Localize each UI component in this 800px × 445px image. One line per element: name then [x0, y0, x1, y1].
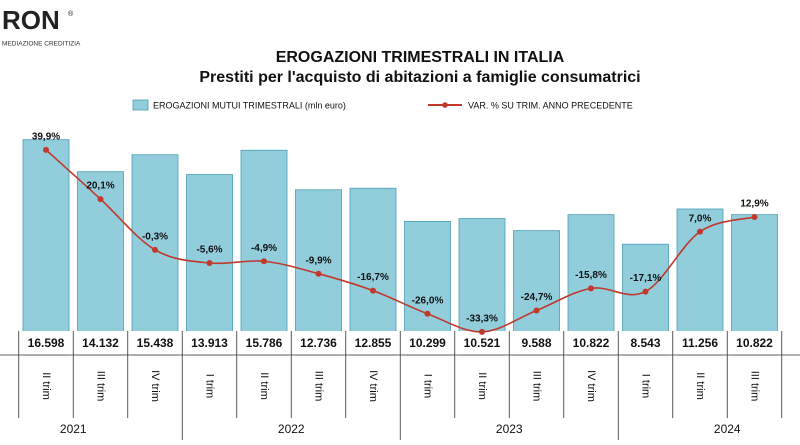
line-marker	[751, 214, 758, 221]
x-tick-label: II trim	[258, 372, 270, 400]
bar-value-label: 10.822	[573, 336, 610, 350]
bar	[349, 187, 397, 356]
line-value-label: -4,9%	[251, 243, 277, 254]
value-cell	[672, 331, 728, 355]
chart-title: EROGAZIONI TRIMESTRALI IN ITALIA	[276, 49, 565, 66]
line-value-label: 39,9%	[32, 132, 60, 143]
logo-name: RON	[2, 5, 60, 35]
x-tick-label: III trim	[95, 371, 107, 402]
value-cell	[236, 331, 292, 355]
line-value-label: -15,8%	[575, 270, 607, 281]
x-tick-label: II trim	[40, 372, 52, 400]
line-value-label: -24,7%	[521, 292, 553, 303]
value-cell	[73, 331, 128, 355]
line-value-label: -16,7%	[357, 272, 389, 283]
line-value-label: -9,9%	[305, 255, 331, 266]
legend-label: EROGAZIONI MUTUI TRIMESTRALI (mln euro)	[153, 100, 346, 110]
bar-value-label: 12.855	[355, 336, 392, 350]
chart-subtitle: Prestiti per l'acquisto di abitazioni a …	[199, 69, 640, 86]
bar-value-label: 16.598	[28, 336, 65, 350]
x-tick-label: III trim	[531, 371, 543, 402]
line-marker	[697, 228, 703, 235]
line-value-label: -5,6%	[196, 245, 222, 256]
x-tick-label: II trim	[476, 372, 488, 400]
line-value-label: 20,1%	[86, 181, 114, 192]
bar-value-label: 14.132	[82, 336, 119, 350]
bar-value-label: 15.786	[246, 336, 283, 350]
value-cell	[727, 331, 782, 355]
value-cell	[454, 331, 510, 355]
line-value-label: 7,0%	[689, 213, 712, 224]
bar-value-label: 10.299	[409, 336, 446, 350]
x-tick-label: IV trim	[585, 370, 597, 402]
year-label: 2023	[496, 422, 523, 436]
line-marker	[533, 307, 540, 314]
bar-value-label: 11.256	[682, 336, 718, 350]
bar-value-label: 10.521	[464, 336, 501, 350]
line-marker	[315, 270, 322, 277]
value-cell	[509, 331, 564, 355]
line-marker	[43, 146, 49, 153]
line-value-label: -26,0%	[412, 295, 444, 306]
legend-marker	[442, 102, 448, 108]
line-value-label: -17,1%	[630, 273, 662, 284]
value-cell	[400, 331, 455, 355]
x-tick-label: III trim	[749, 371, 761, 402]
x-tick-label: I trim	[640, 374, 652, 398]
line-value-label: 12,9%	[740, 199, 768, 210]
logo-registered: ®	[68, 10, 74, 18]
line-marker	[261, 258, 267, 265]
line-marker	[206, 260, 213, 267]
value-cell	[345, 331, 401, 355]
x-tick-label: I trim	[204, 374, 216, 398]
line-marker	[424, 310, 431, 317]
line-value-label: -33,3%	[466, 314, 498, 325]
value-cell	[182, 331, 237, 355]
legend-label: VAR. % SU TRIM. ANNO PRECEDENTE	[468, 100, 633, 110]
x-tick-label: I trim	[422, 374, 434, 398]
line-marker	[370, 287, 376, 294]
value-cell	[618, 331, 673, 355]
line-value-label: -0,3%	[142, 231, 168, 242]
line-marker	[97, 196, 104, 203]
bar-value-label: 8.543	[630, 336, 660, 350]
value-cell	[563, 331, 619, 355]
logo-tagline: MEDIAZIONE CREDITIZIA	[2, 41, 81, 48]
value-cell	[127, 331, 183, 355]
bar-value-label: 10.822	[736, 336, 773, 350]
year-label: 2021	[60, 422, 87, 436]
bar	[22, 139, 70, 356]
bar-value-label: 15.438	[137, 336, 174, 350]
line-marker	[642, 288, 649, 295]
line-marker	[152, 246, 158, 253]
year-label: 2024	[714, 422, 741, 436]
x-tick-label: IV trim	[367, 370, 379, 402]
line-marker	[588, 285, 594, 292]
legend-swatch	[132, 99, 149, 111]
bar-value-label: 13.913	[191, 336, 228, 350]
value-cell	[18, 331, 74, 355]
value-cell	[291, 331, 346, 355]
year-label: 2022	[278, 422, 305, 436]
bar-value-label: 9.588	[521, 336, 551, 350]
bar	[131, 154, 179, 356]
x-tick-label: III trim	[313, 371, 325, 402]
x-tick-label: II trim	[694, 372, 706, 400]
bar-value-label: 12.736	[300, 336, 337, 350]
x-tick-label: IV trim	[149, 370, 161, 402]
line-marker	[479, 328, 485, 335]
